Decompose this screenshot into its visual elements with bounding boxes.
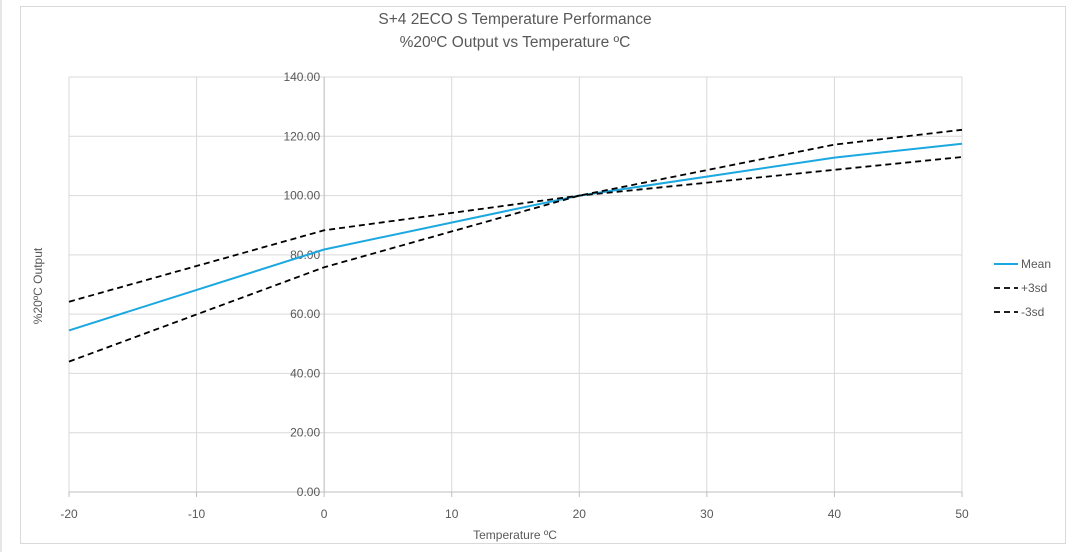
x-tick-label: 10 bbox=[445, 507, 459, 521]
x-tick-label: 30 bbox=[700, 507, 714, 521]
legend-label: Mean bbox=[1021, 257, 1051, 271]
legend: Mean +3sd -3sd bbox=[994, 257, 1051, 319]
y-tick-label: 140.00 bbox=[283, 70, 320, 84]
y-axis-tick-labels: 0.0020.0040.0060.0080.00100.00120.00140.… bbox=[283, 70, 320, 499]
chart-frame bbox=[20, 6, 1066, 544]
series-lines bbox=[68, 128, 963, 363]
y-tick-label: 20.00 bbox=[290, 426, 320, 440]
y-tick-label: 0.00 bbox=[297, 485, 321, 499]
y-tick-label: 120.00 bbox=[283, 129, 320, 143]
series-line-3sd bbox=[68, 128, 963, 363]
x-tick-label: 40 bbox=[828, 507, 842, 521]
y-axis-title: %20ºC Output bbox=[31, 247, 45, 324]
y-tick-label: 100.00 bbox=[283, 189, 320, 203]
chart-title: S+4 2ECO S Temperature Performance bbox=[378, 11, 651, 28]
x-axis-tick-labels: -20 -10 0 10 20 30 40 50 bbox=[60, 507, 969, 521]
x-tick-label: 50 bbox=[955, 507, 969, 521]
y-tick-label: 60.00 bbox=[290, 307, 320, 321]
series-line-3sd bbox=[68, 156, 963, 303]
legend-label: -3sd bbox=[1021, 305, 1044, 319]
legend-label: +3sd bbox=[1021, 281, 1047, 295]
x-axis-title: Temperature ºC bbox=[473, 528, 557, 542]
grid-lines bbox=[68, 76, 963, 497]
x-tick-label: 0 bbox=[321, 507, 328, 521]
y-tick-label: 40.00 bbox=[290, 366, 320, 380]
window-edge bbox=[0, 0, 2, 552]
series-line-mean bbox=[68, 142, 963, 332]
x-tick-label: 20 bbox=[573, 507, 587, 521]
x-tick-label: -10 bbox=[188, 507, 206, 521]
chart-subtitle: %20ºC Output vs Temperature ºC bbox=[400, 34, 631, 51]
x-tick-label: -20 bbox=[60, 507, 78, 521]
